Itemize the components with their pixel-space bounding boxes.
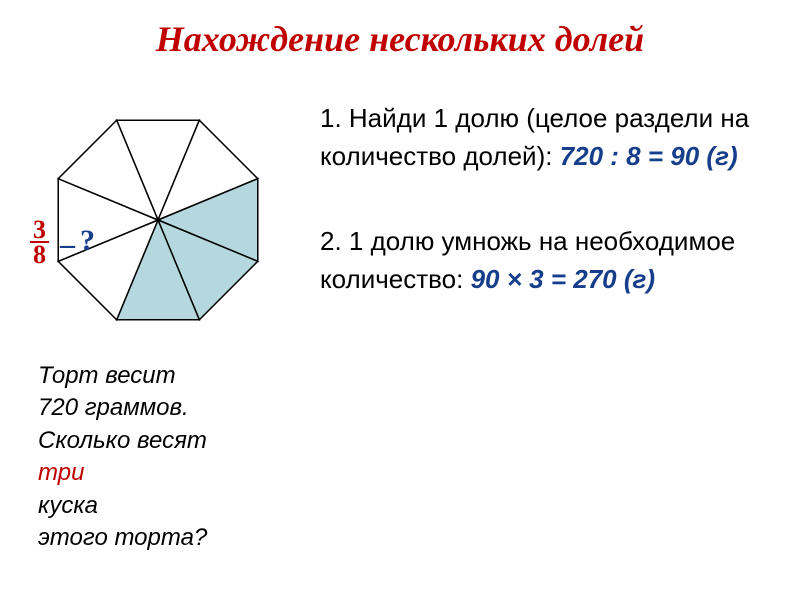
question-mark: ? bbox=[80, 224, 95, 258]
fraction-denominator: 8 bbox=[30, 243, 49, 266]
step: 1. Найди 1 долю (целое раздели на количе… bbox=[320, 100, 780, 175]
problem-line: три куска bbox=[38, 457, 318, 522]
problem-line: 720 граммов. bbox=[38, 392, 318, 424]
step: 2. 1 долю умножь на необходимое количест… bbox=[320, 223, 780, 298]
step-calculation: 90 × 3 = 270 (г) bbox=[471, 264, 655, 294]
step-calculation: 720 : 8 = 90 (г) bbox=[560, 141, 738, 171]
problem-line: Торт весит bbox=[38, 360, 318, 392]
problem-statement: Торт весит720 граммов.Сколько весят три … bbox=[38, 360, 318, 554]
octagon-svg bbox=[38, 100, 278, 340]
page-title: Нахождение нескольких долей bbox=[156, 18, 644, 60]
dash-symbol: – bbox=[60, 228, 75, 262]
problem-highlight: три bbox=[38, 457, 318, 489]
problem-line: этого торта? bbox=[38, 522, 318, 554]
fraction-label: 3 8 bbox=[30, 218, 49, 267]
steps-container: 1. Найди 1 долю (целое раздели на количе… bbox=[320, 100, 780, 347]
octagon-diagram: 3 8 – ? bbox=[38, 100, 278, 340]
problem-line: Сколько весят bbox=[38, 425, 318, 457]
